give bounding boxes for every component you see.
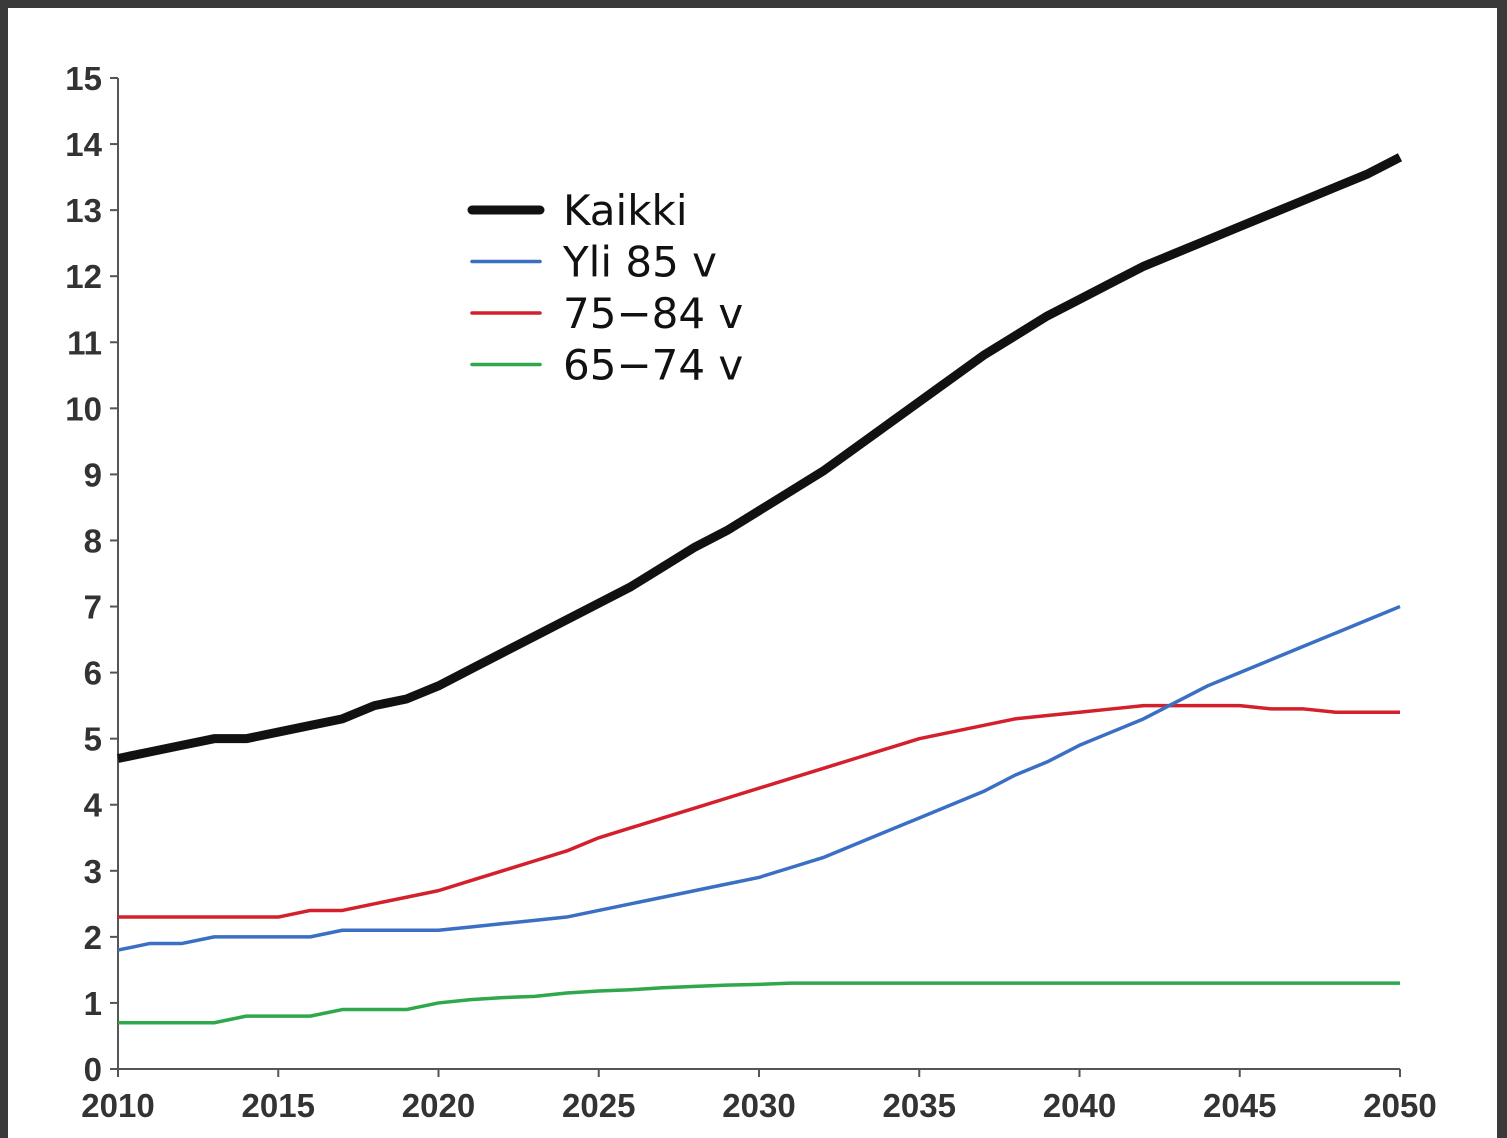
x-tick-label: 2020 <box>402 1087 475 1124</box>
legend-label: 75−84 v <box>563 289 743 338</box>
y-tick-label: 4 <box>84 787 103 824</box>
x-tick-label: 2025 <box>562 1087 635 1124</box>
y-tick-label: 5 <box>84 721 102 758</box>
y-tick-label: 9 <box>84 456 102 493</box>
y-tick-label: 7 <box>84 589 102 626</box>
x-tick-label: 2045 <box>1203 1087 1276 1124</box>
y-tick-label: 15 <box>65 60 102 97</box>
x-tick-label: 2010 <box>81 1087 154 1124</box>
y-tick-label: 0 <box>84 1051 102 1088</box>
y-tick-label: 13 <box>65 192 102 229</box>
y-tick-label: 3 <box>84 853 102 890</box>
y-tick-label: 6 <box>84 655 102 692</box>
series-line <box>117 153 1403 763</box>
slide-panel <box>8 8 1497 1138</box>
legend-label: Kaikki <box>563 186 688 235</box>
legend-label: Yli 85 v <box>562 238 717 287</box>
x-tick-label: 2035 <box>883 1087 956 1124</box>
y-tick-label: 10 <box>65 390 102 427</box>
y-tick-label: 2 <box>84 919 102 956</box>
series-line <box>117 604 1401 952</box>
y-tick-label: 8 <box>84 522 102 559</box>
y-tick-label: 1 <box>84 985 102 1022</box>
y-tick-label: 14 <box>65 126 102 163</box>
series-line <box>118 981 1400 1025</box>
x-tick-label: 2015 <box>242 1087 315 1124</box>
legend-label: 65−74 v <box>563 341 743 390</box>
y-tick-label: 11 <box>67 324 102 361</box>
y-tick-label: 12 <box>65 258 102 295</box>
x-tick-label: 2050 <box>1363 1087 1436 1124</box>
series-line <box>118 703 1400 919</box>
x-tick-label: 2040 <box>1043 1087 1116 1124</box>
x-tick-label: 2030 <box>722 1087 795 1124</box>
